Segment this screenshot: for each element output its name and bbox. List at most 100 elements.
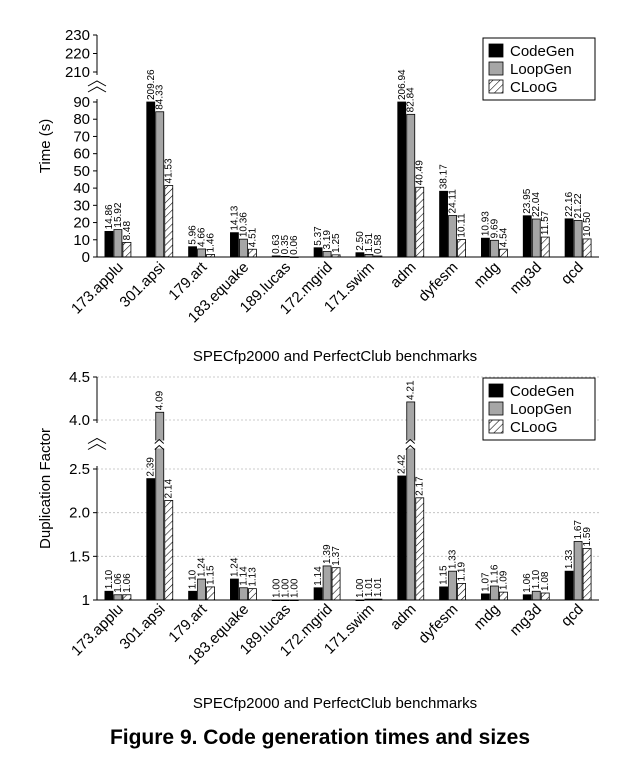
- y-axis-title: Duplication Factor: [37, 428, 54, 549]
- bar-cloog-301-apsi: [164, 500, 174, 601]
- x-axis: 173.applu301.apsi179.art183.equake189.lu…: [68, 600, 587, 668]
- bar-loopgen-qcd: [573, 220, 583, 258]
- data-label-codegen-173-applu: 1.10: [104, 569, 115, 589]
- bar-break-mark: [154, 444, 165, 450]
- data-label-loopgen-172-mgrid: 1.39: [322, 544, 333, 564]
- legend-label-loopgen: LoopGen: [510, 401, 572, 418]
- bar-codegen-179-art: [188, 590, 197, 601]
- y-tick-label: 4.0: [69, 412, 90, 429]
- y-tick-label: 90: [73, 94, 90, 111]
- data-label-loopgen-mdg: 1.16: [489, 564, 500, 584]
- bar-loopgen-183-equake: [239, 238, 248, 258]
- data-label-codegen-172-mgrid: 1.14: [313, 566, 324, 586]
- bars: [104, 401, 592, 602]
- bar-cloog-dyfesm: [457, 583, 466, 601]
- data-label-codegen-172-mgrid: 5.37: [313, 226, 324, 246]
- data-label-loopgen-173-applu: 15.92: [113, 202, 124, 227]
- bar-cloog-179-art: [206, 586, 215, 601]
- data-label-cloog-172-mgrid: 1.25: [331, 233, 342, 253]
- data-label-codegen-dyfesm: 1.15: [439, 565, 450, 585]
- legend-label-codegen: CodeGen: [510, 383, 574, 400]
- bar-break-gap: [405, 440, 416, 449]
- data-label-loopgen-171-swim: 1.51: [364, 232, 375, 252]
- bar-codegen-301-apsi: [146, 478, 156, 601]
- bar-codegen-171-swim: [355, 252, 365, 258]
- x-tick-label-mg3d: mg3d: [507, 601, 546, 640]
- data-label-cloog-172-mgrid: 1.37: [331, 546, 342, 566]
- data-label-loopgen-301-apsi: 4.09: [155, 390, 166, 410]
- bar-cloog-301-apsi: [164, 185, 174, 258]
- bar-cloog-dyfesm: [457, 239, 466, 258]
- bar-loopgen-adm: [406, 401, 416, 601]
- data-label-loopgen-mdg: 9.69: [489, 218, 500, 238]
- legend-swatch-loopgen: [488, 401, 504, 416]
- x-tick-label-mg3d: mg3d: [507, 259, 546, 298]
- data-label-codegen-adm: 2.42: [397, 454, 408, 474]
- data-label-cloog-171-swim: 0.58: [373, 234, 384, 254]
- data-label-loopgen-189-lucas: 0.35: [280, 234, 291, 254]
- y-tick-label: 0: [82, 249, 90, 266]
- bar-break-mark: [405, 438, 416, 444]
- bar-loopgen-mdg: [490, 239, 499, 258]
- data-label-codegen-301-apsi: 2.39: [146, 457, 157, 477]
- bar-loopgen-179-art: [197, 578, 206, 601]
- legend-swatch-codegen: [488, 43, 504, 58]
- y-axis-title: Time (s): [37, 119, 54, 173]
- axis-break-mark: [87, 80, 107, 87]
- data-label-cloog-173-applu: 1.06: [122, 573, 133, 593]
- legend-swatch-loopgen: [488, 61, 504, 76]
- y-tick-label: 2.5: [69, 461, 90, 478]
- data-label-loopgen-171-swim: 1.01: [364, 577, 375, 597]
- data-label-cloog-189-lucas: 1.00: [289, 578, 300, 598]
- data-label-cloog-183-equake: 1.13: [247, 567, 258, 587]
- bar-codegen-mdg: [481, 593, 490, 601]
- data-label-loopgen-173-applu: 1.06: [113, 573, 124, 593]
- bar-loopgen-mg3d: [531, 218, 541, 258]
- bar-cloog-mdg: [499, 248, 508, 258]
- x-tick-label-adm: adm: [387, 601, 420, 634]
- data-label-cloog-qcd: 1.59: [582, 527, 593, 547]
- x-axis-title: SPECfp2000 and PerfectClub benchmarks: [193, 348, 477, 365]
- y-tick-label: 60: [73, 146, 90, 163]
- x-tick-label-dyfesm: dyfesm: [415, 259, 461, 305]
- data-label-cloog-mdg: 4.54: [498, 227, 509, 247]
- x-tick-label-mdg: mdg: [471, 601, 504, 634]
- y-tick-label: 80: [73, 111, 90, 128]
- data-label-cloog-301-apsi: 2.14: [164, 479, 175, 499]
- data-label-cloog-adm: 40.49: [415, 160, 426, 185]
- data-label-loopgen-adm: 4.21: [406, 380, 417, 400]
- bar-codegen-adm: [397, 475, 407, 601]
- x-tick-label-301-apsi: 301.apsi: [116, 259, 168, 311]
- data-label-cloog-179-art: 1.15: [206, 565, 217, 585]
- bar-cloog-173-applu: [122, 594, 132, 601]
- bar-codegen-172-mgrid: [313, 587, 323, 601]
- y-axis: 1 1.5 2.0 2.5 4.0 4.5: [69, 369, 107, 609]
- legend-swatch-cloog: [488, 79, 504, 94]
- legend-label-loopgen: LoopGen: [510, 61, 572, 78]
- bar-codegen-dyfesm: [439, 190, 448, 258]
- data-label-loopgen-189-lucas: 1.00: [280, 578, 291, 598]
- figure: 14.8615.928.48209.2684.3341.535.964.661.…: [37, 27, 599, 712]
- data-label-cloog-179-art: 1.46: [206, 233, 217, 253]
- y-tick-label: 210: [65, 64, 90, 81]
- data-label-loopgen-dyfesm: 1.33: [448, 549, 459, 569]
- legend-label-codegen: CodeGen: [510, 43, 574, 60]
- bar-codegen-173-applu: [104, 231, 114, 258]
- data-label-loopgen-mg3d: 22.04: [531, 192, 542, 217]
- bar-codegen-mg3d: [522, 594, 532, 601]
- x-tick-label-301-apsi: 301.apsi: [116, 601, 168, 653]
- bar-loopgen-dyfesm: [448, 215, 457, 258]
- data-label-cloog-dyfesm: 10.11: [457, 213, 468, 238]
- data-label-cloog-qcd: 10.50: [582, 211, 593, 236]
- data-label-cloog-mg3d: 11.57: [540, 210, 551, 235]
- duplication-chart: 1.101.061.062.394.092.141.101.241.15 1.24…: [37, 369, 599, 712]
- y-tick-label: 4.5: [69, 369, 90, 386]
- bar-cloog-adm: [415, 186, 425, 258]
- bar-cloog-qcd: [582, 238, 592, 258]
- data-label-cloog-mg3d: 1.08: [540, 571, 551, 591]
- data-label-loopgen-dyfesm: 24.11: [448, 189, 459, 214]
- y-tick-label: 30: [73, 197, 90, 214]
